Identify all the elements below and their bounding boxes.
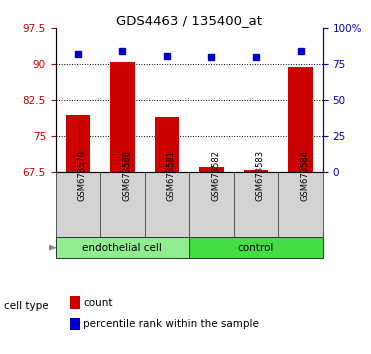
Text: GSM673584: GSM673584	[301, 150, 309, 201]
Text: cell type: cell type	[4, 301, 48, 311]
Text: control: control	[238, 242, 274, 253]
Bar	[66, 115, 90, 172]
Bar	[56, 237, 189, 258]
Bar	[244, 170, 268, 172]
Title: GDS4463 / 135400_at: GDS4463 / 135400_at	[116, 14, 262, 27]
Bar	[199, 167, 224, 172]
Bar	[278, 172, 323, 237]
Text: GSM673579: GSM673579	[78, 150, 87, 201]
Bar	[145, 172, 189, 237]
Bar	[155, 117, 179, 172]
Bar	[56, 172, 100, 237]
Text: percentile rank within the sample: percentile rank within the sample	[83, 319, 259, 329]
Text: count: count	[83, 298, 113, 308]
Text: endothelial cell: endothelial cell	[82, 242, 162, 253]
Bar	[110, 62, 135, 172]
Text: GSM673580: GSM673580	[122, 150, 131, 201]
Bar	[288, 67, 313, 172]
Text: GSM673581: GSM673581	[167, 150, 176, 201]
Bar	[189, 237, 323, 258]
Text: GSM673582: GSM673582	[211, 150, 220, 201]
Bar	[189, 172, 234, 237]
Bar	[100, 172, 145, 237]
Bar	[234, 172, 278, 237]
Text: GSM673583: GSM673583	[256, 150, 265, 201]
